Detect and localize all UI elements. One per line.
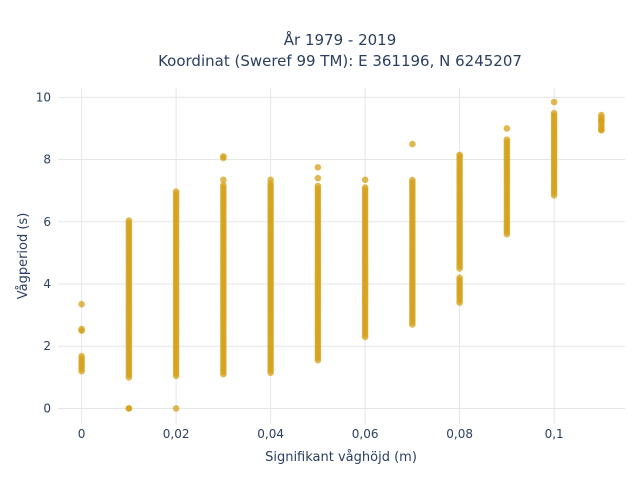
y-tick-labels: 0 2 4 6 8 10 [36, 90, 51, 415]
y-tick-label: 8 [43, 153, 51, 167]
y-tick-label: 6 [43, 215, 51, 229]
x-tick-label: 0,08 [446, 427, 473, 441]
chart-title-line1: År 1979 - 2019 [284, 30, 397, 49]
x-tick-label: 0,06 [352, 427, 379, 441]
x-tick-label: 0,1 [545, 427, 564, 441]
data-point [503, 125, 511, 132]
x-tick-label: 0,04 [257, 427, 284, 441]
x-axis-label: Signifikant våghöjd (m) [265, 450, 417, 465]
data-point [550, 98, 558, 106]
data-point [314, 182, 322, 190]
x-tick-labels: 0 0,02 0,04 0,06 0,08 0,1 [78, 427, 564, 441]
data-point [267, 176, 274, 184]
x-tick-label: 0,02 [163, 427, 190, 441]
data-point [125, 405, 133, 412]
data-point [361, 176, 369, 184]
data-point [314, 174, 322, 182]
data-point [220, 176, 227, 184]
chart-title-line2: Koordinat (Sweref 99 TM): E 361196, N 62… [158, 52, 522, 70]
data-point [220, 181, 227, 189]
y-tick-label: 10 [36, 90, 51, 104]
data-point [78, 300, 85, 308]
data-point [598, 111, 605, 119]
data-point [220, 153, 227, 160]
plot-area [58, 88, 625, 424]
data-point [503, 136, 511, 143]
data-point [550, 109, 558, 117]
data-point [409, 140, 416, 148]
y-tick-label: 0 [43, 401, 51, 415]
data-points [78, 98, 605, 412]
data-point [361, 184, 369, 191]
data-point [78, 325, 85, 333]
data-point [456, 274, 463, 282]
y-tick-label: 4 [43, 277, 51, 291]
plot-background [58, 88, 625, 424]
y-tick-label: 2 [43, 339, 51, 353]
data-point [172, 405, 180, 412]
x-tick-label: 0 [78, 427, 86, 441]
y-axis-label: Vågperiod (s) [16, 213, 31, 300]
data-point [172, 188, 180, 195]
data-point [598, 117, 605, 124]
data-point [78, 352, 85, 360]
data-point [314, 164, 322, 171]
data-point [456, 151, 463, 159]
data-point [409, 176, 416, 184]
data-point [598, 126, 605, 134]
data-point [125, 217, 133, 224]
